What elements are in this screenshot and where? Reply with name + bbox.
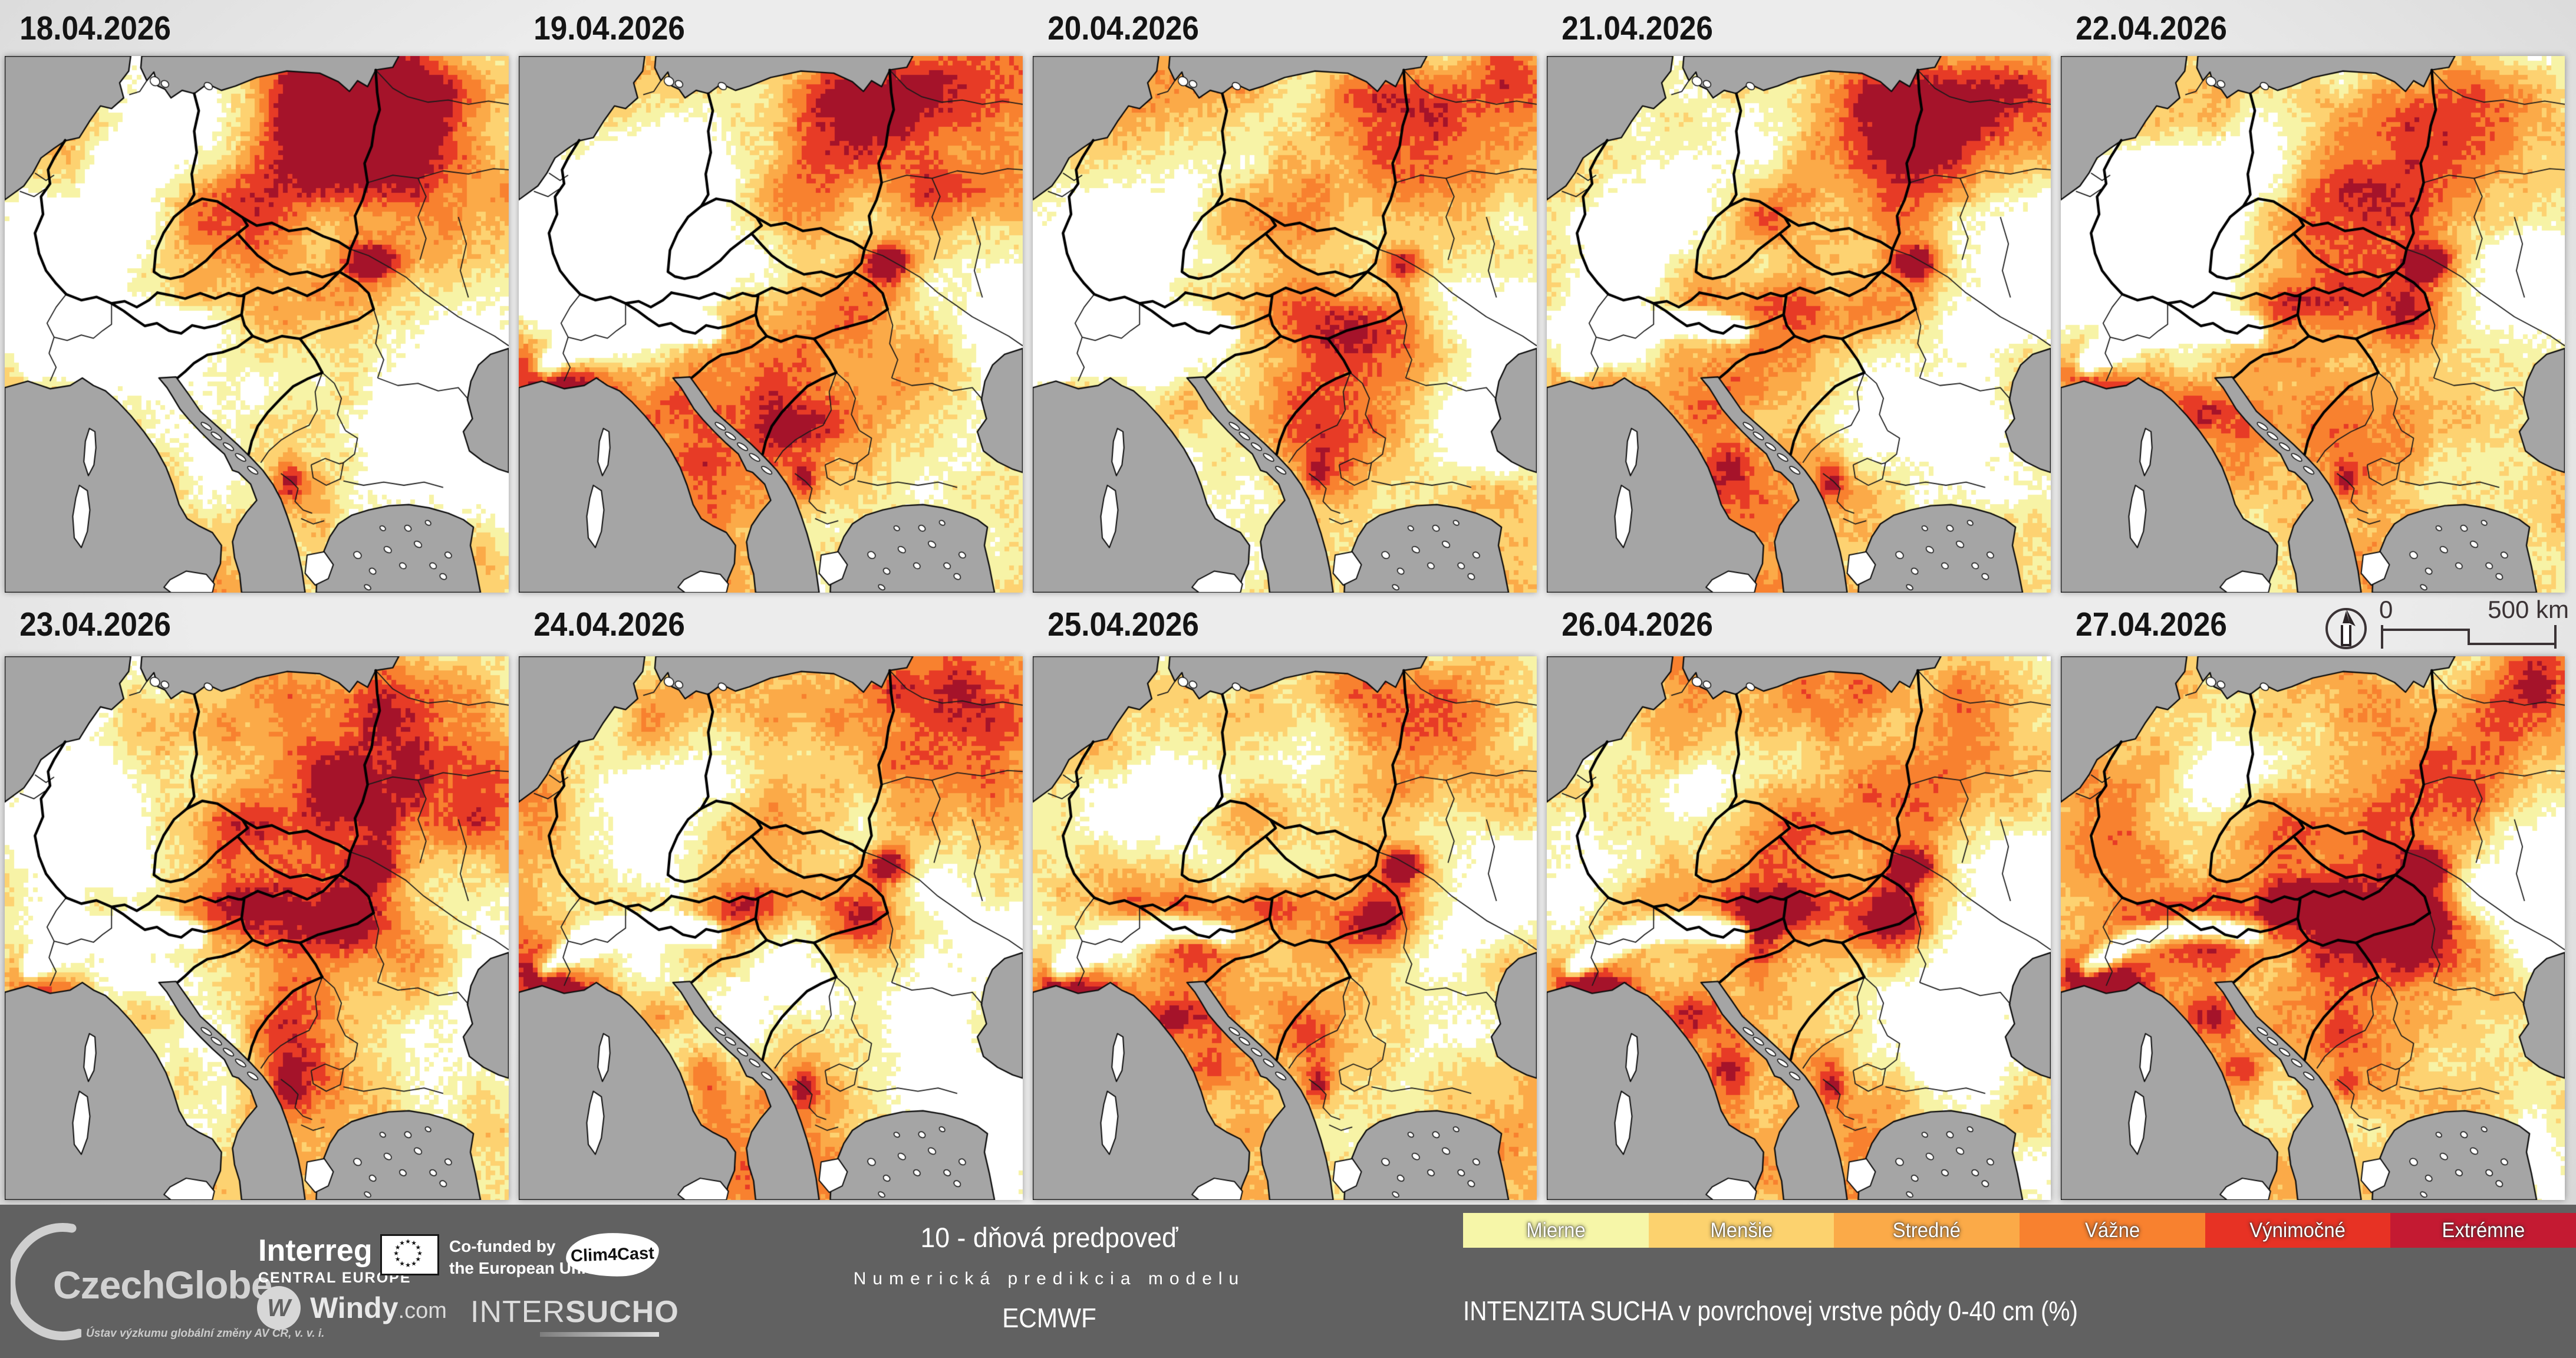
forecast-row-1: 18.04.2026 19.04.2026 20.04.2026 21.04.2… (5, 0, 2565, 593)
drought-map-canvas (1547, 656, 2051, 1200)
forecast-caption-line2: Numerická predikcia modelu (853, 1269, 1246, 1288)
svg-text:★: ★ (405, 1262, 411, 1269)
intersucho-part2: SUCHO (565, 1295, 679, 1329)
svg-text:★: ★ (395, 1256, 401, 1263)
drought-legend: Mierne Menšie Stredné Vážne Výnimočné Ex… (1463, 1213, 2576, 1248)
legend-item: Extrémne (2390, 1213, 2576, 1248)
legend-item: Mierne (1463, 1213, 1649, 1248)
map-panel: 23.04.2026 (5, 593, 509, 1200)
panel-date: 21.04.2026 (1562, 9, 1713, 47)
svg-text:★: ★ (417, 1250, 423, 1257)
eu-flag-icon: ★ ★ ★ ★ ★ ★ ★ ★ ★ ★ ★ ★ (380, 1234, 439, 1275)
legend-item: Stredné (1834, 1213, 2020, 1248)
svg-text:★: ★ (399, 1260, 405, 1267)
legend-item: Výnimočné (2205, 1213, 2391, 1248)
panel-date: 27.04.2026 (2076, 606, 2227, 643)
svg-text:★: ★ (411, 1260, 417, 1267)
czechglobe-subtitle: Ústav výzkumu globální změny AV ČR, v. v… (86, 1327, 325, 1340)
drought-map-canvas (2061, 656, 2565, 1200)
svg-text:★: ★ (411, 1240, 417, 1247)
map-panel: 20.04.2026 (1033, 0, 1537, 593)
drought-map-canvas (1547, 56, 2051, 593)
czechglobe-logo: CzechGlobe Ústav výzkumu globální změny … (11, 1221, 324, 1345)
panel-date: 19.04.2026 (533, 9, 685, 47)
czechglobe-name: CzechGlobe (53, 1263, 272, 1307)
map-panel: 18.04.2026 (5, 0, 509, 593)
panel-date: 24.04.2026 (533, 606, 685, 643)
drought-map-canvas (1033, 56, 1537, 593)
panel-date: 26.04.2026 (1562, 606, 1713, 643)
eu-cofunded-line1: Co-funded by (449, 1237, 556, 1255)
drought-map-canvas (519, 656, 1023, 1200)
intersucho-part1: INTER (470, 1295, 565, 1329)
legend-item: Menšie (1648, 1213, 1834, 1248)
map-panel: 19.04.2026 (519, 0, 1023, 593)
svg-text:★: ★ (395, 1244, 401, 1251)
czechglobe-arc-icon (11, 1223, 81, 1341)
intersucho-logo: INTERSUCHO (470, 1294, 679, 1337)
svg-text:★: ★ (399, 1240, 405, 1247)
svg-text:★: ★ (415, 1244, 421, 1251)
drought-map-canvas (5, 656, 509, 1200)
map-panel: 22.04.2026 (2061, 0, 2565, 593)
map-panel: 21.04.2026 (1547, 0, 2051, 593)
forecast-model-name: ECMWF (1002, 1303, 1096, 1333)
scale-distance-label: 500 km (2488, 596, 2569, 623)
svg-text:★: ★ (405, 1238, 411, 1245)
forecast-caption: 10 - dňová predpoveď Numerická predikcia… (843, 1205, 1256, 1358)
interreg-name: Interreg (258, 1234, 373, 1268)
panel-date: 22.04.2026 (2076, 9, 2227, 47)
forecast-caption-line1: 10 - dňová predpoveď (920, 1222, 1178, 1253)
svg-text:★: ★ (393, 1250, 399, 1257)
map-panel: 25.04.2026 (1033, 593, 1537, 1200)
scale-zero-label: 0 (2379, 596, 2393, 623)
windy-name: Windy.com (310, 1291, 447, 1324)
map-panel: 26.04.2026 (1547, 593, 2051, 1200)
windy-tld: .com (398, 1298, 447, 1323)
clim4cast-label: Clim4Cast (570, 1244, 655, 1265)
drought-map-canvas (2061, 56, 2565, 593)
windy-icon: W (257, 1286, 301, 1330)
drought-map-canvas (5, 56, 509, 593)
panel-date: 18.04.2026 (19, 9, 171, 47)
windy-logo: W Windy.com (257, 1286, 447, 1330)
forecast-row-2: 23.04.2026 24.04.2026 25.04.2026 26.04.2… (5, 593, 2565, 1200)
intersucho-underline (540, 1332, 659, 1337)
map-panel: 24.04.2026 (519, 593, 1023, 1200)
map-title: INTENZITA SUCHA v povrchovej vrstve pôdy… (1463, 1295, 2078, 1326)
panel-date: 20.04.2026 (1047, 9, 1199, 47)
north-arrow-icon (2325, 608, 2367, 649)
scale-bar-line (2381, 625, 2557, 649)
svg-text:★: ★ (415, 1256, 421, 1263)
panel-date: 25.04.2026 (1047, 606, 1199, 643)
map-panel: 27.04.2026 (2061, 593, 2565, 1200)
scale-bar: 0 500 km (2321, 594, 2572, 655)
drought-map-canvas (519, 56, 1023, 593)
panel-date: 23.04.2026 (19, 606, 171, 643)
drought-map-canvas (1033, 656, 1537, 1200)
legend-item: Vážne (2020, 1213, 2205, 1248)
